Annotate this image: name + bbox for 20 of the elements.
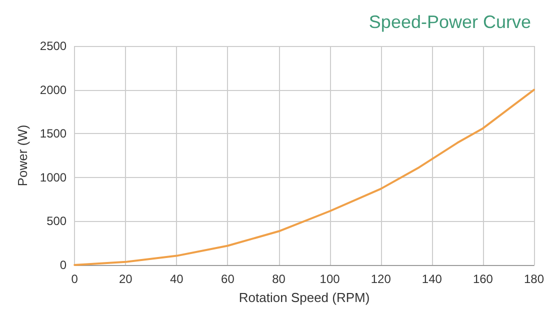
x-tick-label: 0 [71, 272, 78, 286]
y-tick-label: 2500 [40, 39, 67, 53]
y-tick-label: 500 [46, 214, 67, 228]
x-tick-label: 140 [422, 272, 442, 286]
line-series [74, 88, 535, 266]
x-axis-title: Rotation Speed (RPM) [238, 290, 370, 305]
x-tick-label: 120 [370, 272, 392, 286]
x-tick-label: 180 [524, 272, 544, 286]
x-tick-label: 40 [170, 272, 184, 286]
y-tick-label: 0 [60, 258, 67, 272]
chart-title: Speed-Power Curve [368, 12, 532, 32]
x-tick-label: 60 [221, 272, 235, 286]
x-tick-label: 100 [320, 272, 340, 286]
y-tick-label: 1000 [40, 170, 67, 184]
x-tick-label: 80 [272, 272, 286, 286]
y-tick-label: 1500 [40, 126, 67, 141]
y-axis-title: Power (W) [15, 124, 30, 186]
x-tick-label: 160 [472, 272, 494, 286]
x-tick-label: 20 [118, 272, 133, 286]
y-tick-label: 2000 [40, 82, 67, 97]
